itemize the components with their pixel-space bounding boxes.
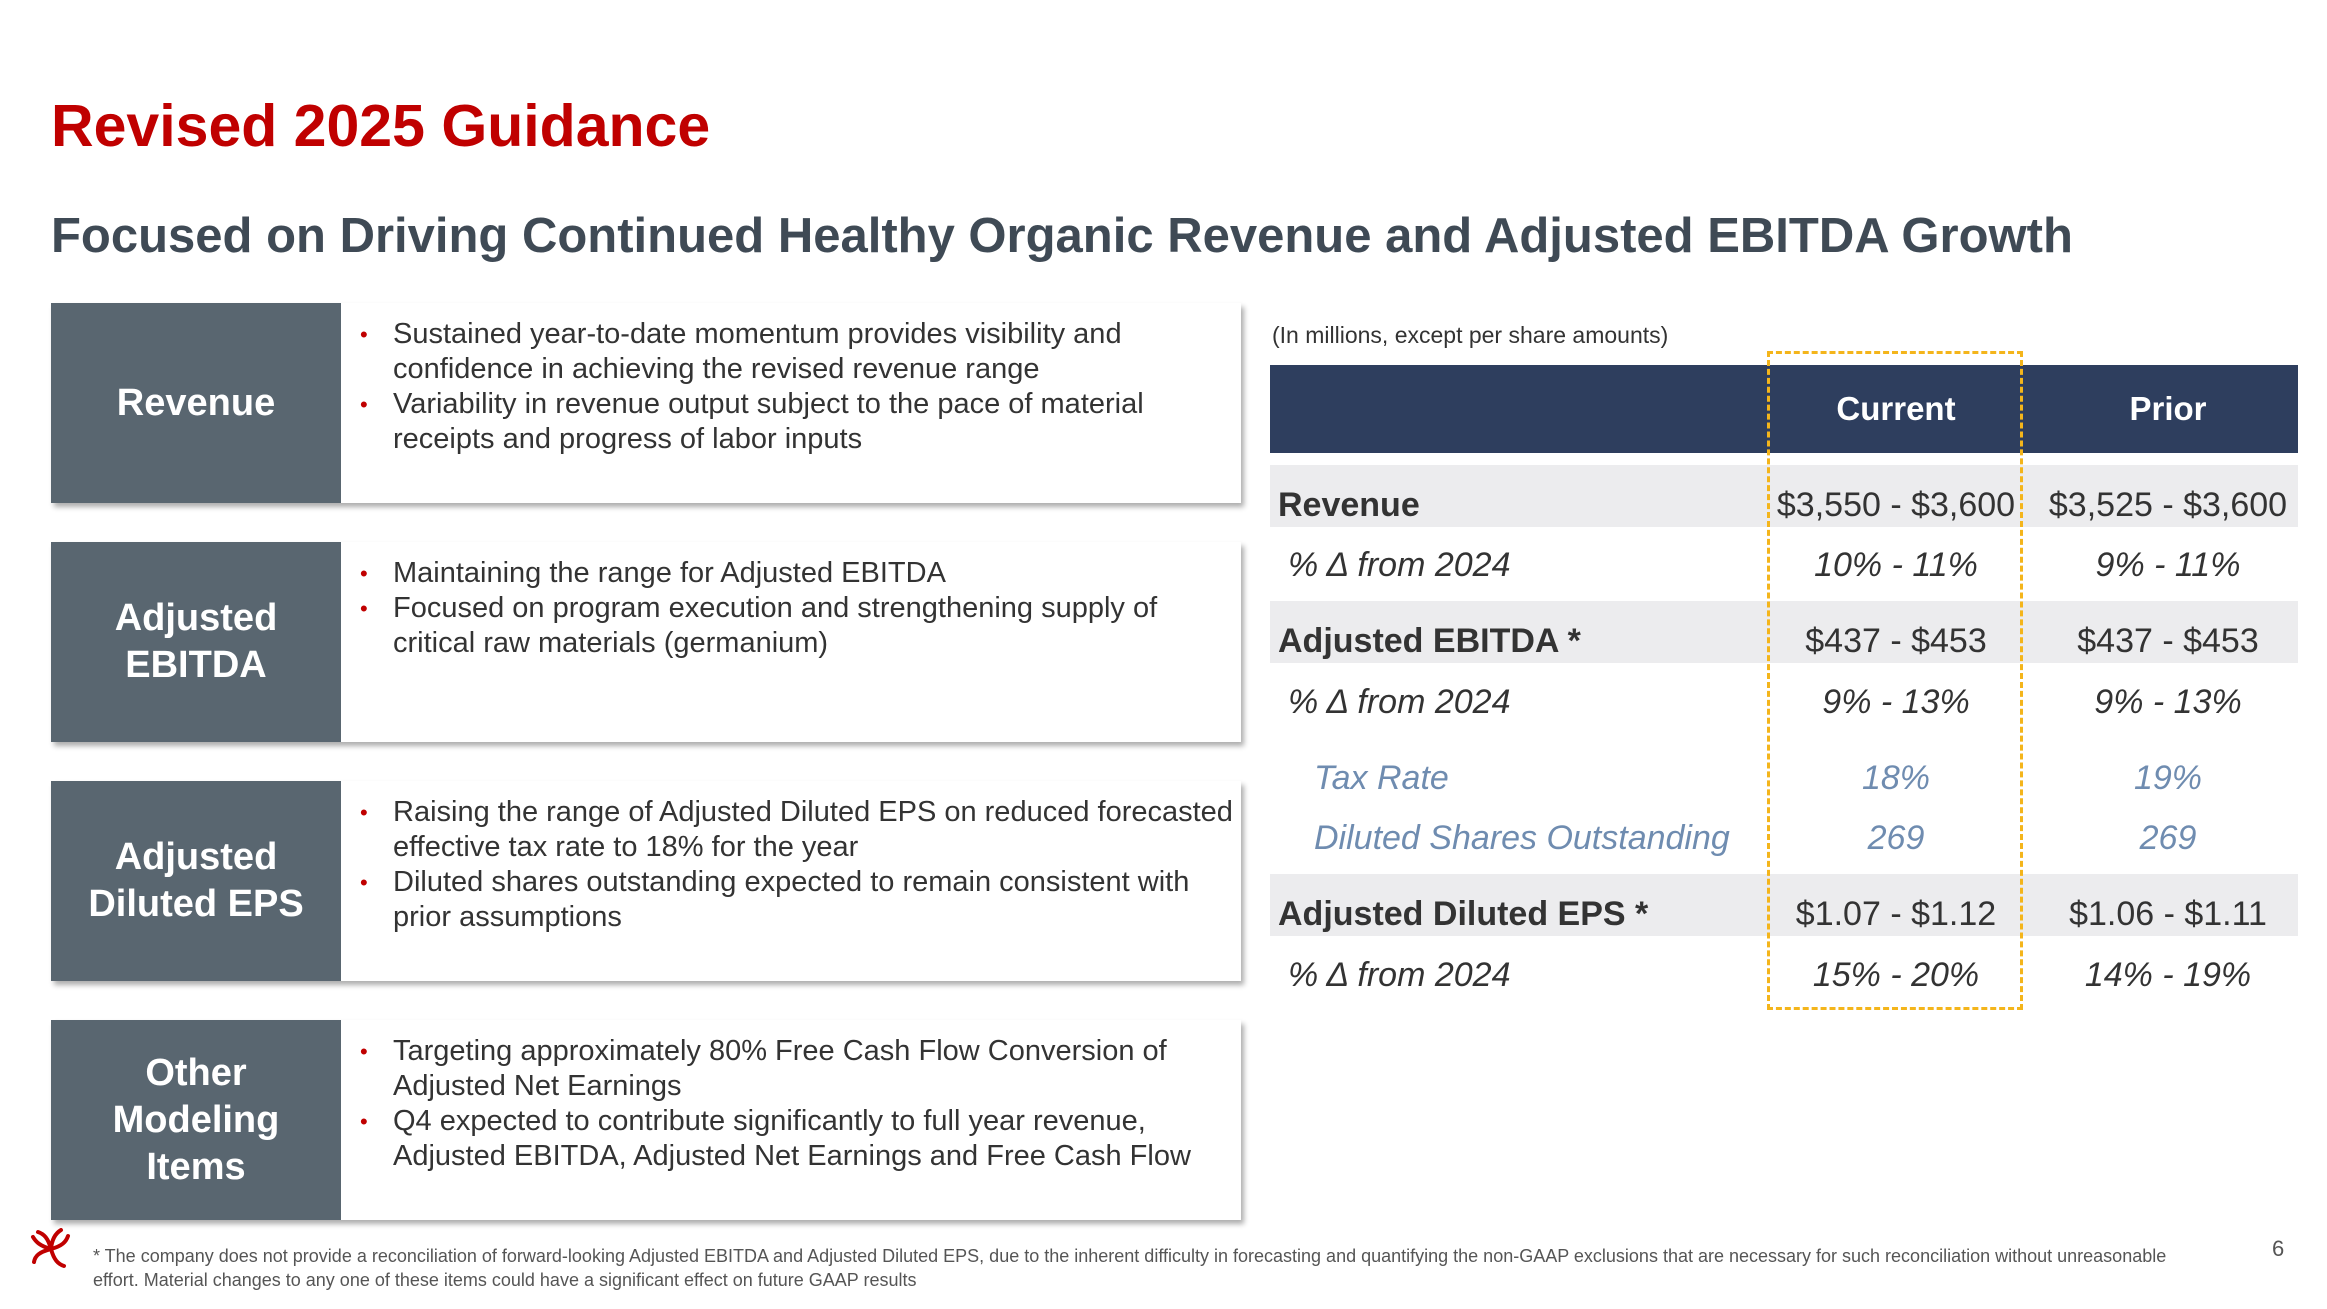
- bullet-item: • Focused on program execution and streng…: [360, 591, 1233, 661]
- row-label-pct-change: % Δ from 2024: [1288, 956, 1511, 994]
- row-label-tax-rate: Tax Rate: [1314, 759, 1449, 797]
- bullet-dot-icon: •: [360, 870, 368, 895]
- bullet-list: • Raising the range of Adjusted Diluted E…: [360, 795, 1233, 935]
- row-shade: [1270, 465, 2298, 527]
- bullet-dot-icon: •: [360, 561, 368, 586]
- cell-current: 15% - 20%: [1812, 956, 1980, 994]
- bullet-dot-icon: •: [360, 392, 368, 417]
- bullet-text: Targeting approximately 80% Free Cash Fl…: [393, 1035, 1167, 1102]
- slide-subtitle: Focused on Driving Continued Healthy Org…: [51, 209, 2073, 263]
- row-label-adjusted-ebitda: Adjusted EBITDA *: [1278, 622, 1581, 660]
- adjusted-ebitda-card: Adjusted EBITDA • Maintaining the range f…: [51, 542, 1241, 742]
- cell-prior: 9% - 11%: [2095, 546, 2241, 584]
- cell-prior: $3,525 - $3,600: [2048, 486, 2288, 524]
- current-column-highlight: [1767, 351, 2023, 1010]
- bullet-item: • Targeting approximately 80% Free Cash F…: [360, 1034, 1233, 1104]
- row-shade: [1270, 601, 2298, 663]
- bullet-item: • Sustained year-to-date momentum provide…: [360, 317, 1233, 387]
- bullet-text: Q4 expected to contribute significantly …: [393, 1105, 1191, 1172]
- cell-current: 18%: [1861, 759, 1931, 797]
- starburst-logo-icon: [31, 1228, 70, 1268]
- bullet-list: • Sustained year-to-date momentum provide…: [360, 317, 1233, 457]
- row-label-revenue: Revenue: [1278, 486, 1420, 524]
- page-number: 6: [2272, 1236, 2285, 1261]
- card-label-line: Adjusted: [114, 836, 278, 878]
- adjusted-diluted-eps-card: Adjusted Diluted EPS • Raising the range …: [51, 781, 1241, 981]
- cell-current: $437 - $453: [1805, 622, 1987, 660]
- cell-prior: $437 - $453: [2077, 622, 2259, 660]
- bullet-text: Maintaining the range for Adjusted EBITD…: [393, 557, 946, 589]
- cell-current: 10% - 11%: [1814, 546, 1978, 584]
- bullet-text: Focused on program execution and strengt…: [393, 592, 1158, 659]
- column-header-prior: Prior: [2129, 390, 2207, 427]
- row-label-diluted-shares: Diluted Shares Outstanding: [1314, 819, 1730, 857]
- other-modeling-items-card: Other Modeling Items • Targeting approxim…: [51, 1020, 1241, 1220]
- bullet-item: • Variability in revenue output subject t…: [360, 387, 1233, 457]
- cell-current: 269: [1867, 819, 1925, 857]
- card-label-adjusted-ebitda: Adjusted EBITDA: [51, 542, 341, 742]
- card-label-line: Adjusted: [114, 597, 278, 639]
- row-shade: [1270, 874, 2298, 936]
- bullet-text: Sustained year-to-date momentum provides…: [393, 318, 1122, 385]
- bullet-dot-icon: •: [360, 800, 368, 825]
- footnote: * The company does not provide a reconci…: [93, 1246, 2167, 1290]
- card-label-line: Items: [146, 1145, 246, 1188]
- bullet-dot-icon: •: [360, 1109, 368, 1134]
- slide-title: Revised 2025 Guidance: [51, 93, 711, 159]
- bullet-item: • Q4 expected to contribute significantly…: [360, 1104, 1233, 1174]
- row-label-pct-change: % Δ from 2024: [1288, 683, 1511, 721]
- units-note: (In millions, except per share amounts): [1272, 322, 1669, 348]
- row-label-pct-change: % Δ from 2024: [1288, 546, 1511, 584]
- column-header-current: Current: [1836, 390, 1956, 427]
- revenue-card: Revenue • Sustained year-to-date momentum…: [51, 303, 1241, 503]
- bullet-list: • Maintaining the range for Adjusted EBIT…: [360, 556, 1233, 661]
- cell-prior: 9% - 13%: [2094, 683, 2242, 721]
- bullet-dot-icon: •: [360, 322, 368, 347]
- bullet-text: Raising the range of Adjusted Diluted EP…: [393, 796, 1233, 863]
- card-label-line: Revenue: [116, 381, 276, 424]
- bullet-list: • Targeting approximately 80% Free Cash F…: [360, 1034, 1233, 1174]
- cell-prior: 269: [2139, 819, 2197, 857]
- bullet-dot-icon: •: [360, 596, 368, 621]
- cell-prior: 19%: [2133, 759, 2203, 797]
- bullet-dot-icon: •: [360, 1039, 368, 1064]
- row-label-adjusted-diluted-eps: Adjusted Diluted EPS *: [1278, 895, 1649, 933]
- bullet-text: Variability in revenue output subject to…: [393, 388, 1144, 455]
- bullet-item: • Maintaining the range for Adjusted EBIT…: [360, 556, 1233, 591]
- bullet-item: • Diluted shares outstanding expected to …: [360, 865, 1233, 935]
- card-label-adjusted-diluted-eps: Adjusted Diluted EPS: [51, 781, 341, 981]
- cell-current: $3,550 - $3,600: [1776, 486, 2016, 524]
- bullet-item: • Raising the range of Adjusted Diluted E…: [360, 795, 1233, 865]
- card-label-other-modeling-items: Other Modeling Items: [51, 1020, 341, 1220]
- card-label-line: Diluted EPS: [88, 883, 304, 925]
- cell-current: 9% - 13%: [1822, 683, 1970, 721]
- bullet-text: Diluted shares outstanding expected to r…: [393, 866, 1190, 933]
- cell-prior: $1.06 - $1.11: [2069, 895, 2267, 933]
- card-label-line: Modeling: [112, 1098, 280, 1141]
- cell-prior: 14% - 19%: [2084, 956, 2252, 994]
- table-header: Current Prior: [1270, 365, 2298, 453]
- card-label-revenue: Revenue: [51, 303, 341, 503]
- card-label-line: Other: [145, 1051, 247, 1094]
- card-label-line: EBITDA: [125, 644, 267, 686]
- cell-current: $1.07 - $1.12: [1795, 895, 1997, 933]
